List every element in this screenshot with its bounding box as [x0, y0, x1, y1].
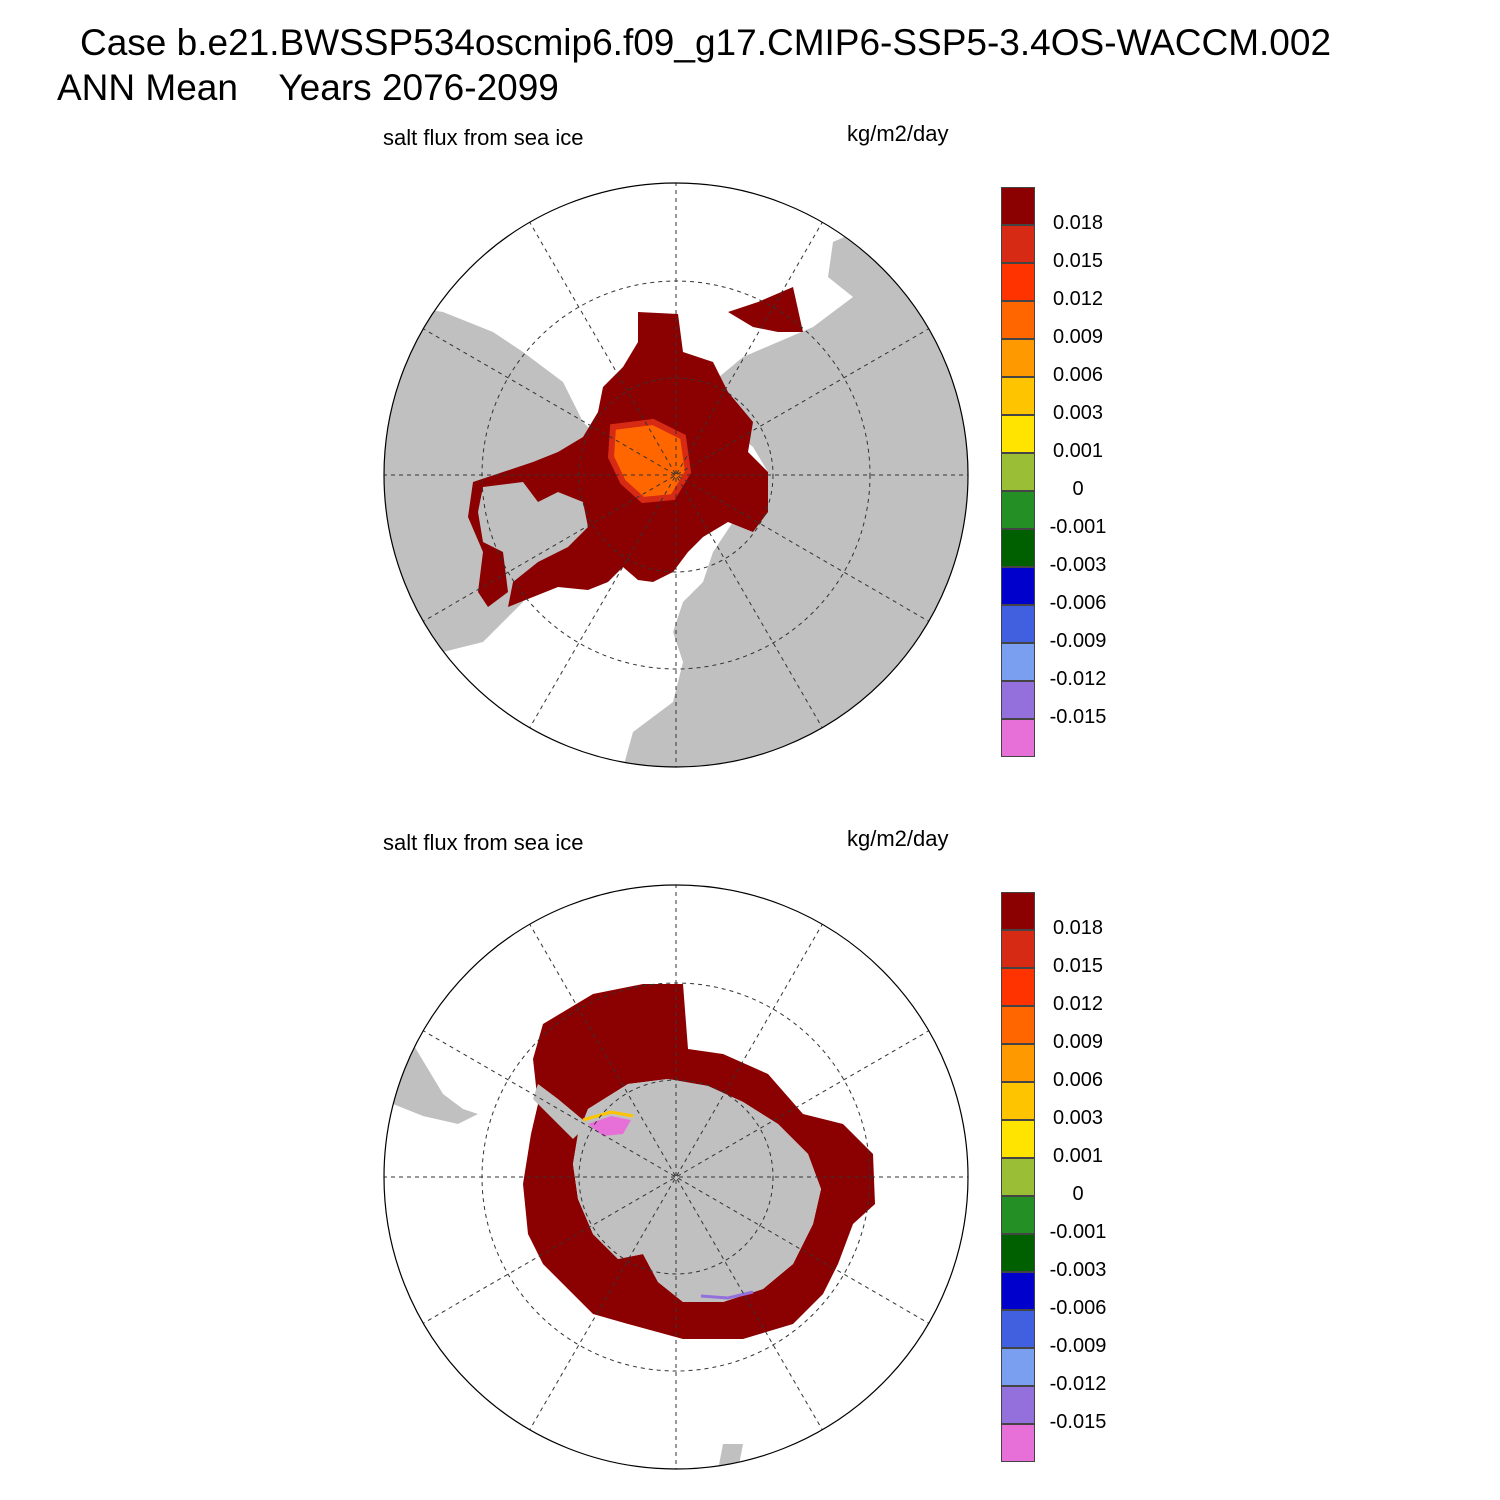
colorbar-south-swatch [1001, 1310, 1035, 1348]
colorbar-south-label: 0.015 [1052, 955, 1104, 977]
colorbar-south-label: -0.015 [1049, 1411, 1107, 1433]
colorbar-south-swatch [1001, 1120, 1035, 1158]
colorbar-north-label: 0.015 [1052, 250, 1104, 272]
colorbar-south-label: -0.001 [1049, 1221, 1107, 1243]
antarctic-peninsula [533, 1084, 588, 1139]
weddell-anomaly-edge [582, 1110, 634, 1122]
colorbar-north-swatch [1001, 377, 1035, 415]
colorbar-north-swatch [1001, 263, 1035, 301]
colorbar-south-swatch [1001, 1196, 1035, 1234]
colorbar-north-swatch [1001, 719, 1035, 757]
antarctica-landmass [573, 1079, 821, 1302]
colorbar-north-label: 0.009 [1052, 326, 1104, 348]
colorbar-north-swatch [1001, 529, 1035, 567]
colorbar-south-swatch [1001, 1386, 1035, 1424]
colorbar-south-label: 0.001 [1052, 1145, 1104, 1167]
colorbar-south-swatch [1001, 1234, 1035, 1272]
colorbar-south-swatch [1001, 1044, 1035, 1082]
central-red-ring [607, 418, 692, 504]
colorbar-north-label: 0 [1072, 478, 1084, 500]
colorbar-south-swatch [1001, 1424, 1035, 1462]
north-america-landmass [384, 302, 628, 702]
colorbar-south-label: 0.012 [1052, 993, 1104, 1015]
colorbar-north-label: -0.009 [1049, 630, 1107, 652]
arctic-map [383, 182, 969, 768]
colorbar-north-swatch [1001, 681, 1035, 719]
colorbar-north-swatch [1001, 225, 1035, 263]
colorbar-south-swatch [1001, 1348, 1035, 1386]
colorbar-north-label: -0.001 [1049, 516, 1107, 538]
bering-sea-ice [728, 287, 803, 332]
colorbar-north-label: 0.001 [1052, 440, 1104, 462]
colorbar-south-label: -0.006 [1049, 1297, 1107, 1319]
colorbar-south-label: -0.003 [1049, 1259, 1107, 1281]
colorbar-south-label: 0.003 [1052, 1107, 1104, 1129]
colorbar-south-swatch [1001, 1006, 1035, 1044]
scandinavia-landmass [703, 552, 778, 672]
colorbar-north-swatch [1001, 453, 1035, 491]
colorbar-south-swatch [1001, 1272, 1035, 1310]
antarctic-sea-ice [523, 984, 875, 1339]
colorbar-north-swatch [1001, 643, 1035, 681]
colorbar-north-swatch [1001, 567, 1035, 605]
central-orange-anomaly [611, 422, 688, 500]
colorbar-north-swatch [1001, 491, 1035, 529]
colorbar-north-label: -0.006 [1049, 592, 1107, 614]
antarctic-map [383, 884, 969, 1470]
panel-south-units: kg/m2/day [847, 826, 949, 851]
weddell-anomaly [588, 1116, 631, 1136]
colorbar-north-swatch [1001, 605, 1035, 643]
colorbar-south-label: 0.009 [1052, 1031, 1104, 1053]
colorbar-south-swatch [1001, 1158, 1035, 1196]
colorbar-north-label: 0.018 [1052, 212, 1104, 234]
ross-anomaly-edge [700, 1290, 754, 1300]
colorbar-north-label: 0.006 [1052, 364, 1104, 386]
colorbar-south-label: 0.018 [1052, 917, 1104, 939]
colorbar-north-label: 0.003 [1052, 402, 1104, 424]
colorbar-south-label: 0 [1072, 1183, 1084, 1205]
colorbar-north-label: -0.015 [1049, 706, 1107, 728]
colorbar-north-swatch [1001, 301, 1035, 339]
eurasia-landmass [623, 183, 968, 767]
colorbar-south-swatch [1001, 892, 1035, 930]
figure-title-case: Case b.e21.BWSSP534oscmip6.f09_g17.CMIP6… [80, 22, 1332, 63]
colorbar-north-label: -0.012 [1049, 668, 1107, 690]
colorbar-north-label: 0.012 [1052, 288, 1104, 310]
colorbar-north-swatch [1001, 187, 1035, 225]
colorbar-south-label: 0.006 [1052, 1069, 1104, 1091]
colorbar-north-swatch [1001, 415, 1035, 453]
colorbar-south-swatch [1001, 930, 1035, 968]
panel-north-title: salt flux from sea ice [383, 125, 584, 150]
colorbar-south-label: -0.009 [1049, 1335, 1107, 1357]
figure-title-period: ANN Mean Years 2076-2099 [57, 67, 559, 108]
panel-north-units: kg/m2/day [847, 121, 949, 146]
panel-south-title: salt flux from sea ice [383, 830, 584, 855]
colorbar-north-swatch [1001, 339, 1035, 377]
colorbar-south-swatch [1001, 1082, 1035, 1120]
colorbar-north-label: -0.003 [1049, 554, 1107, 576]
colorbar-south-label: -0.012 [1049, 1373, 1107, 1395]
colorbar-south-swatch [1001, 968, 1035, 1006]
